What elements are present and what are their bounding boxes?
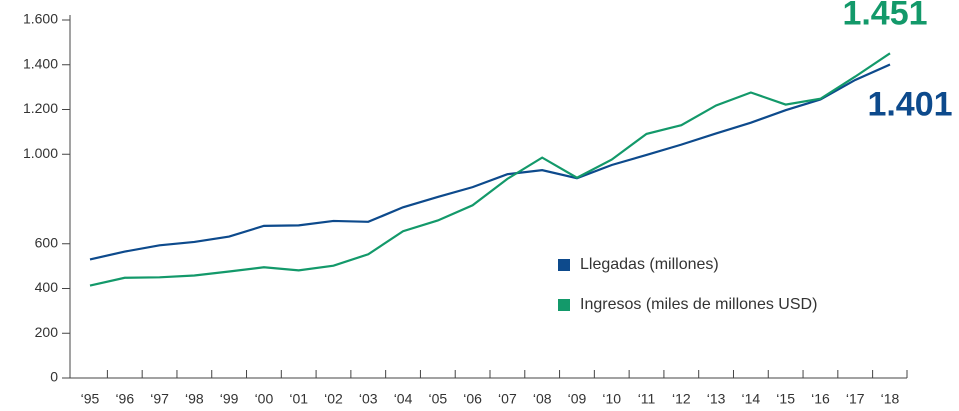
x-tick-label: ‘95 xyxy=(81,391,100,407)
y-tick-label: 1.000 xyxy=(23,145,58,161)
series-line xyxy=(89,52,891,287)
x-tick-label: ‘07 xyxy=(498,391,517,407)
end-value-label: 1.451 xyxy=(842,0,927,32)
x-tick-label: ‘01 xyxy=(289,391,308,407)
x-tick-label: ‘14 xyxy=(742,391,761,407)
y-tick-label: 0 xyxy=(50,369,58,385)
x-tick-label: ‘09 xyxy=(568,391,587,407)
y-tick-label: 1.600 xyxy=(23,11,58,27)
legend-label: Llegadas (millones) xyxy=(580,256,719,273)
x-tick-label: ‘96 xyxy=(115,391,134,407)
x-tick-label: ‘06 xyxy=(463,391,482,407)
x-tick-label: ‘05 xyxy=(428,391,447,407)
x-tick-label: ‘15 xyxy=(776,391,795,407)
x-tick-label: ‘17 xyxy=(846,391,865,407)
x-tick-label: ‘11 xyxy=(638,391,656,407)
x-tick-label: ‘13 xyxy=(707,391,726,407)
x-tick-label: ‘03 xyxy=(359,391,378,407)
series-line xyxy=(89,63,891,261)
y-tick-label: 600 xyxy=(35,234,59,250)
y-tick-label: 200 xyxy=(35,324,59,340)
x-tick-label: ‘98 xyxy=(185,391,204,407)
x-tick-label: ‘16 xyxy=(811,391,830,407)
x-tick-label: ‘02 xyxy=(324,391,343,407)
x-tick-label: ‘99 xyxy=(220,391,239,407)
x-tick-label: ‘00 xyxy=(255,391,274,407)
x-tick-label: ‘04 xyxy=(394,391,413,407)
legend-swatch xyxy=(558,299,570,311)
x-tick-label: ‘18 xyxy=(881,391,900,407)
end-value-label: 1.401 xyxy=(867,86,952,124)
x-tick-label: ‘08 xyxy=(533,391,552,407)
x-tick-label: ‘12 xyxy=(672,391,691,407)
y-tick-label: 1.400 xyxy=(23,55,58,71)
x-tick-label: ‘10 xyxy=(602,391,621,407)
legend-swatch xyxy=(558,259,570,271)
x-tick-label: ‘97 xyxy=(150,391,169,407)
y-tick-label: 1.200 xyxy=(23,100,58,116)
legend-label: Ingresos (miles de millones USD) xyxy=(580,296,817,313)
y-tick-label: 400 xyxy=(35,279,59,295)
